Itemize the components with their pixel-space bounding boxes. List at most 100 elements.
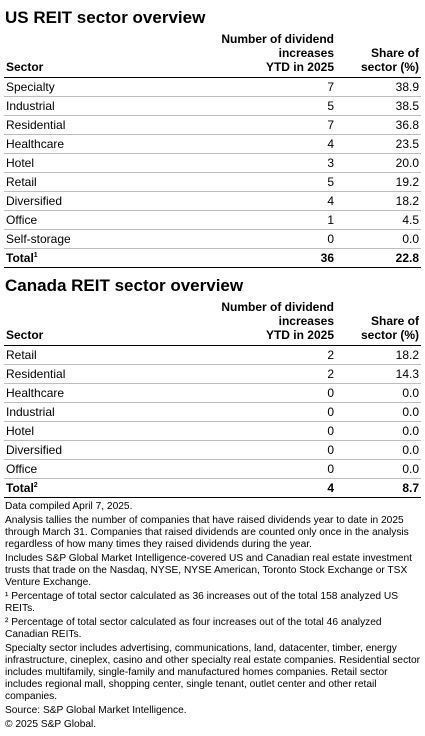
table-row: Healthcare 0 0.0 (4, 383, 421, 403)
total-label: Total1 (4, 248, 164, 268)
us-header-row: Sector Number of dividend increases YTD … (4, 32, 421, 78)
sector-cell: Self-storage (4, 229, 164, 249)
footnote-text: Includes S&P Global Market Intelligence-… (5, 553, 412, 588)
total-increases: 4 (164, 478, 336, 498)
share-cell: 38.9 (336, 77, 421, 97)
increases-cell: 4 (164, 134, 336, 154)
sector-cell: Hotel (4, 153, 164, 173)
footnote-text: Analysis tallies the number of companies… (5, 515, 409, 550)
increases-cell: 2 (164, 345, 336, 365)
share-cell: 18.2 (336, 191, 421, 211)
share-cell: 23.5 (336, 134, 421, 154)
table-row: Healthcare 4 23.5 (4, 134, 421, 154)
sector-cell: Retail (4, 172, 164, 192)
table-row: Retail 2 18.2 (4, 345, 421, 365)
share-cell: 4.5 (336, 210, 421, 230)
increases-cell: 3 (164, 153, 336, 173)
footnote-text: © 2025 S&P Global. (5, 719, 97, 730)
table-row: Residential 7 36.8 (4, 115, 421, 135)
table-row: Specialty 7 38.9 (4, 77, 421, 97)
increases-cell: 0 (164, 402, 336, 422)
share-header-line1: Share of (370, 314, 419, 328)
total-text: Total (6, 251, 34, 265)
sector-cell: Industrial (4, 402, 164, 422)
share-cell: 0.0 (336, 421, 421, 441)
increases-cell: 0 (164, 459, 336, 479)
footnote-mark: 1 (33, 252, 38, 259)
share-header: Share of sector (%) (336, 32, 421, 78)
footnote-mark: 2 (33, 482, 38, 489)
sector-cell: Diversified (4, 191, 164, 211)
table-row: Office 0 0.0 (4, 459, 421, 479)
us-reit-table: Sector Number of dividend increases YTD … (4, 32, 421, 268)
canada-table-title: Canada REIT sector overview (5, 276, 244, 295)
total-share: 8.7 (336, 478, 421, 498)
share-cell: 0.0 (336, 229, 421, 249)
share-header-line2: sector (%) (360, 60, 419, 74)
share-cell: 0.0 (336, 459, 421, 479)
share-header: Share of sector (%) (336, 300, 421, 346)
increases-cell: 7 (164, 115, 336, 135)
footnotes: Data compiled April 7, 2025. Analysis tal… (4, 501, 421, 731)
increases-cell: 0 (164, 440, 336, 460)
increases-header: Number of dividend increases YTD in 2025 (164, 32, 336, 78)
table-row: Industrial 5 38.5 (4, 96, 421, 116)
increases-header-line1: Number of dividend increases (221, 300, 334, 328)
footnote-text: Source: S&P Global Market Intelligence. (5, 705, 187, 716)
table-row: Diversified 0 0.0 (4, 440, 421, 460)
sector-cell: Specialty (4, 77, 164, 97)
increases-cell: 1 (164, 210, 336, 230)
share-cell: 19.2 (336, 172, 421, 192)
sector-cell: Residential (4, 115, 164, 135)
share-header-line1: Share of (370, 46, 419, 60)
sector-cell: Hotel (4, 421, 164, 441)
us-table-body: Specialty 7 38.9 Industrial 5 38.5 Residential… (4, 77, 421, 249)
table-row: Residential 2 14.3 (4, 364, 421, 384)
total-share: 22.8 (336, 248, 421, 268)
sector-cell: Retail (4, 345, 164, 365)
share-cell: 14.3 (336, 364, 421, 384)
increases-cell: 0 (164, 421, 336, 441)
table-row: Retail 5 19.2 (4, 172, 421, 192)
canada-header-row: Sector Number of dividend increases YTD … (4, 300, 421, 346)
canada-table-body: Retail 2 18.2 Residential 2 14.3 Healthcare 0 0.… (4, 345, 421, 479)
total-text: Total (6, 481, 34, 495)
increases-cell: 5 (164, 172, 336, 192)
share-cell: 0.0 (336, 440, 421, 460)
total-increases: 36 (164, 248, 336, 268)
table-row: Industrial 0 0.0 (4, 402, 421, 422)
share-cell: 18.2 (336, 345, 421, 365)
sector-cell: Industrial (4, 96, 164, 116)
increases-cell: 5 (164, 96, 336, 116)
footnote-text: ¹ Percentage of total sector calculated … (5, 591, 399, 614)
sector-header: Sector (4, 300, 164, 346)
sector-cell: Diversified (4, 440, 164, 460)
increases-header-line1: Number of dividend increases (221, 32, 334, 60)
table-row: Office 1 4.5 (4, 210, 421, 230)
sector-header: Sector (4, 32, 164, 78)
increases-cell: 0 (164, 229, 336, 249)
footnote-text: ² Percentage of total sector calculated … (5, 617, 382, 640)
sector-cell: Office (4, 459, 164, 479)
increases-header: Number of dividend increases YTD in 2025 (164, 300, 336, 346)
table-row: Self-storage 0 0.0 (4, 229, 421, 249)
share-cell: 0.0 (336, 383, 421, 403)
increases-cell: 2 (164, 364, 336, 384)
table-row: Hotel 0 0.0 (4, 421, 421, 441)
footnote-text: Specialty sector includes advertising, c… (5, 643, 421, 702)
increases-header-line2: YTD in 2025 (265, 60, 334, 74)
share-cell: 38.5 (336, 96, 421, 116)
table-row: Hotel 3 20.0 (4, 153, 421, 173)
sector-cell: Residential (4, 364, 164, 384)
us-table-title: US REIT sector overview (5, 8, 206, 27)
us-total-row: Total1 36 22.8 (4, 248, 421, 268)
table-row: Diversified 4 18.2 (4, 191, 421, 211)
share-cell: 0.0 (336, 402, 421, 422)
sector-cell: Healthcare (4, 134, 164, 154)
increases-cell: 0 (164, 383, 336, 403)
total-label: Total2 (4, 478, 164, 498)
increases-cell: 4 (164, 191, 336, 211)
share-header-line2: sector (%) (360, 328, 419, 342)
increases-cell: 7 (164, 77, 336, 97)
